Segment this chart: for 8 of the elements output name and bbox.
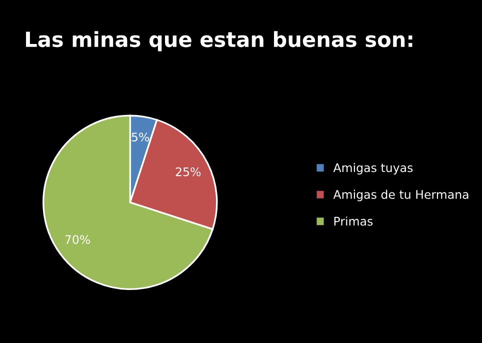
data-label: 5%	[132, 132, 150, 142]
pie-slice	[42, 114, 214, 290]
data-label: 70%	[65, 235, 90, 244]
data-label: 25%	[176, 167, 201, 176]
legend-label: Primas	[334, 216, 373, 226]
chart-title: Las minas que estan buenas son:	[26, 31, 412, 52]
legend-label: Amigas de tu Hermana	[333, 190, 468, 202]
legend-label: Amigas tuyas	[333, 163, 413, 174]
